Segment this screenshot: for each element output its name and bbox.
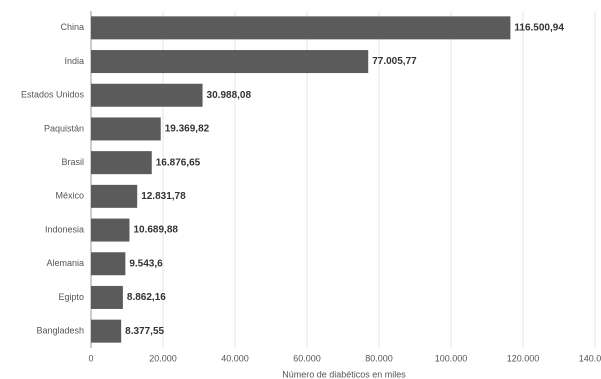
y-tick-label: Indonesia: [45, 224, 84, 234]
x-tick-label: 40.000: [221, 353, 249, 363]
bar: [91, 83, 203, 107]
bar: [91, 50, 369, 74]
bar: [91, 319, 122, 343]
value-label: 8.862,16: [127, 292, 166, 303]
x-tick-label: 60.000: [293, 353, 321, 363]
value-label: 9.543,6: [129, 258, 163, 269]
y-tick-label: México: [55, 191, 84, 201]
value-label: 12.831,78: [141, 191, 186, 202]
bar: [91, 252, 126, 276]
x-tick-label: 0: [88, 353, 93, 363]
x-axis-label: Número de diabéticos en miles: [282, 369, 406, 379]
bar: [91, 151, 152, 175]
y-tick-label: India: [64, 56, 84, 66]
x-tick-label: 140.000: [579, 353, 601, 363]
y-tick-label: Egipto: [58, 292, 84, 302]
bar: [91, 117, 161, 141]
y-tick-label: Paquistán: [44, 123, 84, 133]
value-label: 30.988,08: [207, 90, 252, 101]
value-label: 19.369,82: [165, 124, 210, 135]
y-tick-label: Brasil: [61, 157, 84, 167]
x-tick-label: 20.000: [149, 353, 177, 363]
y-tick-label: Alemania: [46, 258, 84, 268]
value-label: 8.377,55: [125, 326, 164, 337]
value-label: 77.005,77: [372, 56, 417, 67]
bar: [91, 285, 123, 309]
bar: [91, 16, 511, 40]
y-tick-label: Bangladesh: [36, 326, 84, 336]
y-tick-label: China: [60, 22, 84, 32]
y-tick-label: Estados Unidos: [21, 90, 85, 100]
x-tick-label: 80.000: [365, 353, 393, 363]
value-label: 16.876,65: [156, 157, 201, 168]
bar: [91, 184, 138, 208]
x-tick-label: 120.000: [507, 353, 540, 363]
value-label: 10.689,88: [133, 225, 178, 236]
bar: [91, 218, 130, 242]
value-label: 116.500,94: [514, 22, 564, 33]
x-tick-label: 100.000: [435, 353, 468, 363]
